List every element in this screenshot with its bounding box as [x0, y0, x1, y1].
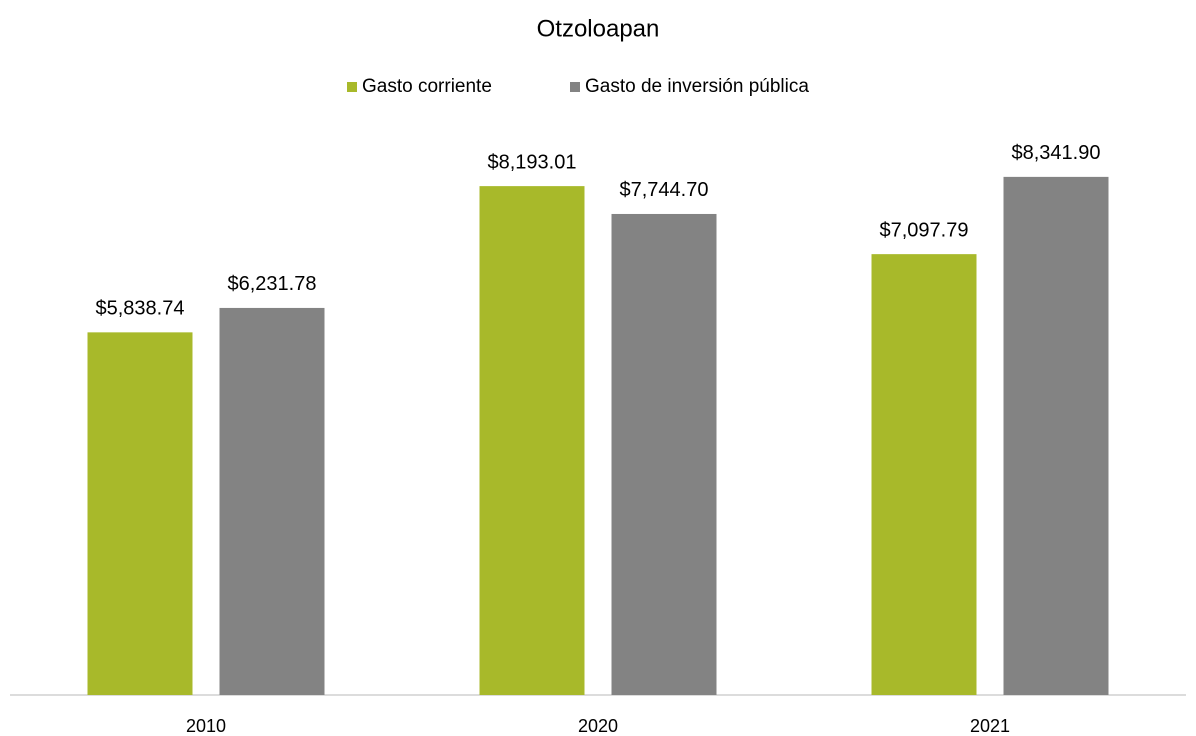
data-label: $5,838.74 — [96, 298, 185, 320]
data-label: $7,744.70 — [620, 179, 709, 201]
data-label: $8,193.01 — [488, 151, 577, 173]
legend-label: Gasto corriente — [362, 76, 492, 97]
legend-label: Gasto de inversión pública — [585, 76, 809, 97]
legend-swatch — [570, 82, 580, 92]
data-label: $7,097.79 — [880, 219, 969, 241]
bar — [871, 254, 977, 695]
legend-swatch — [347, 82, 357, 92]
data-label: $8,341.90 — [1012, 142, 1101, 164]
data-label: $6,231.78 — [228, 273, 317, 295]
chart-title: Otzoloapan — [537, 15, 660, 42]
x-tick-label: 2021 — [970, 716, 1010, 736]
bar — [219, 307, 325, 695]
bar — [611, 213, 717, 695]
bar — [479, 186, 585, 695]
x-tick-label: 2010 — [186, 716, 226, 736]
bar — [1003, 176, 1109, 696]
x-tick-label: 2020 — [578, 716, 618, 736]
bar — [87, 332, 193, 695]
